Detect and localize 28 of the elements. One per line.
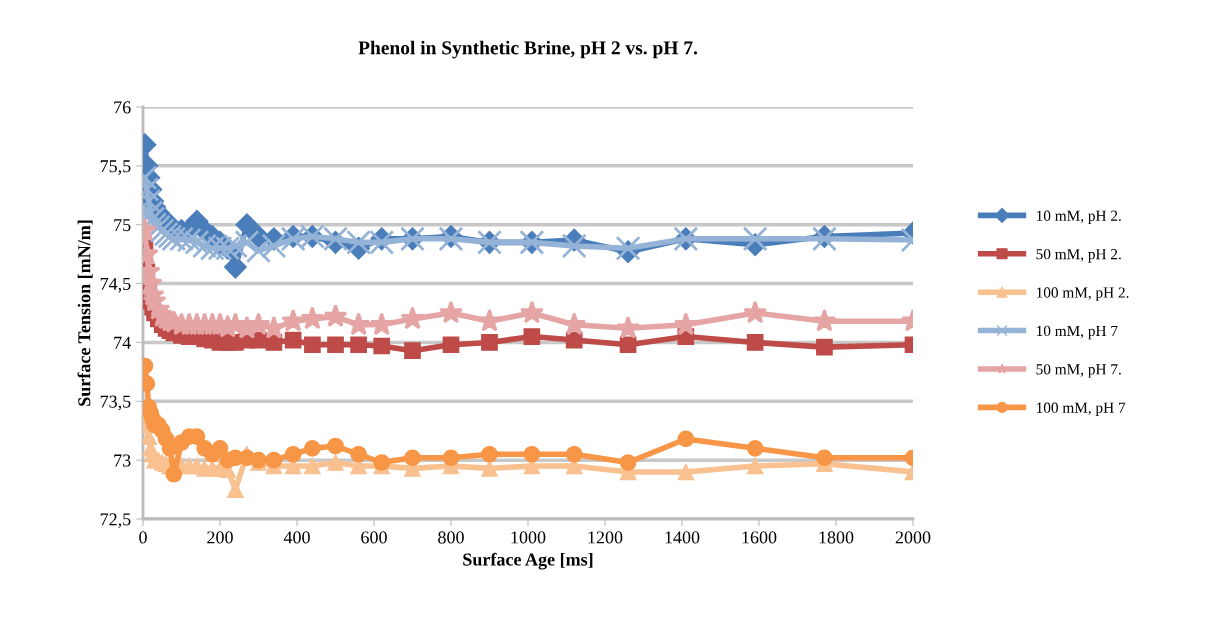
x-tick-label: 1800 [819,531,854,544]
x-axis-title: Surface Age [ms] [463,552,593,570]
y-tick-label: 75 [114,219,131,232]
legend-label: 10 mM, pH 7 [1036,325,1118,340]
y-axis-title: Surface Tension [mN/m] [77,220,93,406]
x-tick-label: 1200 [588,531,623,544]
x-tick-label: 800 [438,531,464,544]
y-tick-label: 73,5 [100,395,131,411]
y-tick-label: 74 [114,336,131,349]
x-tick-label: 200 [207,531,233,544]
y-tick-label: 76 [114,101,131,114]
legend-label: 50 mM, pH 7. [1036,364,1121,378]
legend-label: 100 mM, pH 2. [1036,287,1129,301]
y-tick-label: 72,5 [100,513,131,529]
x-tick-label: 1400 [665,531,700,544]
chart-title: Phenol in Synthetic Brine, pH 2 vs. pH 7. [358,40,698,59]
legend-label: 50 mM, pH 2. [1036,248,1121,263]
y-tick-label: 75,5 [100,160,131,175]
x-tick-label: 600 [361,531,387,544]
legend-label: 10 mM, pH 2. [1036,210,1121,224]
x-tick-label: 400 [283,531,310,544]
y-tick-label: 73 [114,454,131,467]
x-tick-label: 0 [139,531,147,544]
x-tick-label: 1600 [742,531,777,544]
x-tick-label: 1000 [511,531,546,544]
x-tick-label: 2000 [895,531,931,544]
y-tick-label: 74,5 [100,277,131,293]
legend-label: 100 mM, pH 7 [1036,402,1126,416]
